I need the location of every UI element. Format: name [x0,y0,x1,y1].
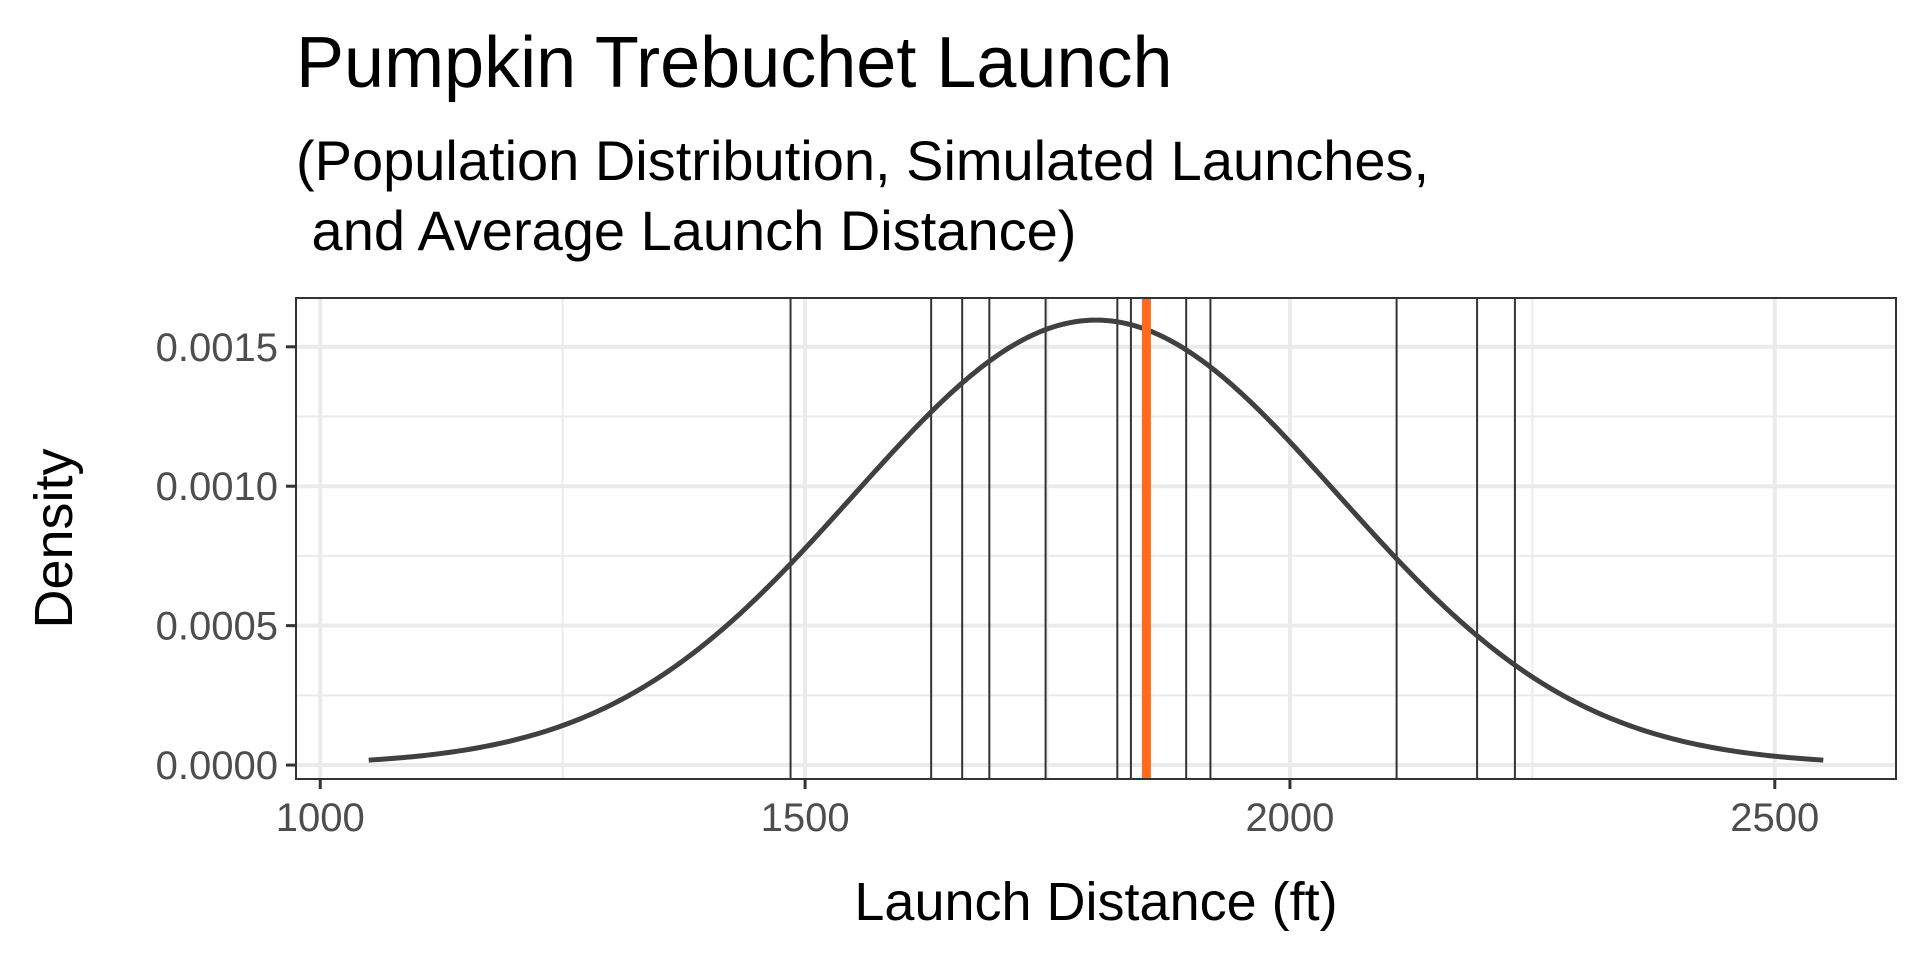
panel-border [295,297,1897,780]
y-tick-label: 0.0005 [156,605,278,649]
density-curve-layer [368,317,1824,763]
y-tick-label: 0.0010 [156,465,278,509]
x-tick-label: 1500 [761,796,850,840]
x-tick-label: 1000 [276,796,365,840]
x-tick-label: 2000 [1245,796,1334,840]
chart-subtitle: (Population Distribution, Simulated Laun… [296,129,1430,262]
axes: 1000 1500 2000 2500 0.0000 0.0005 0.0010 0.0015 [156,326,1820,840]
y-tick-label: 0.0015 [156,326,278,370]
y-tick-label: 0.0000 [156,744,278,788]
density-curve [368,317,1824,763]
chart-title: Pumpkin Trebuchet Launch [296,23,1173,103]
grid-lines [296,298,1896,779]
y-axis-title: Density [24,448,84,628]
x-axis-title: Launch Distance (ft) [854,872,1337,932]
x-tick-label: 2500 [1730,796,1819,840]
simulated-launch-lines [789,298,1516,779]
